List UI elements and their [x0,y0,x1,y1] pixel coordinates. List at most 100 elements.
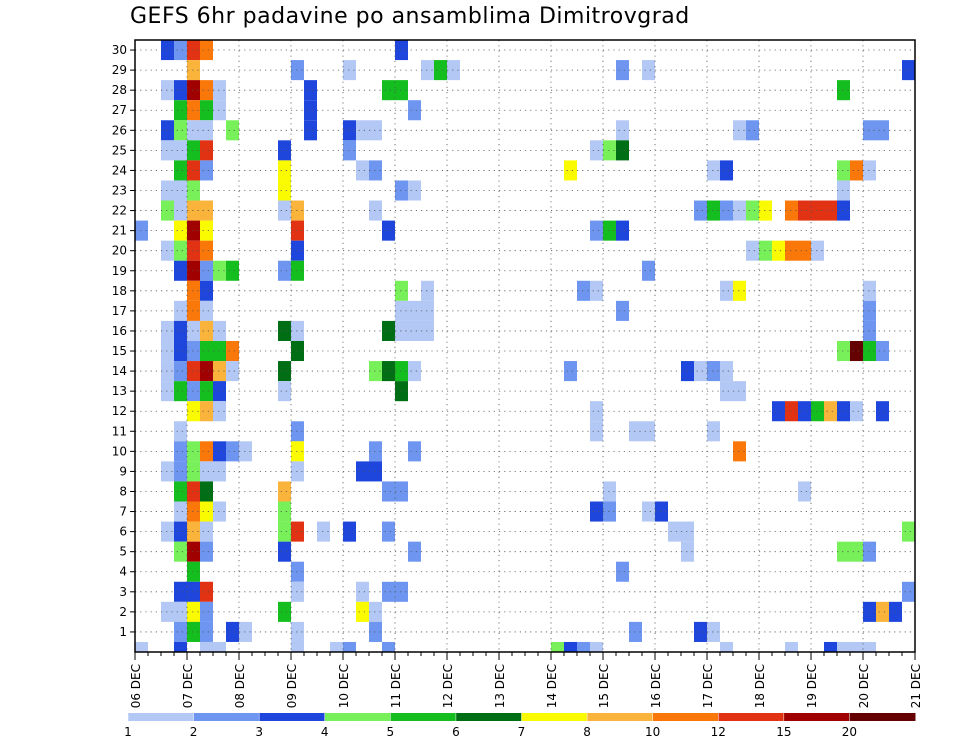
heatmap-cell [408,541,421,562]
heatmap-cells [135,40,915,652]
heatmap-cell [837,641,850,652]
heatmap-cell [304,120,317,141]
heatmap-cell [213,320,226,341]
x-tick-label: 06 DEC [129,664,143,708]
heatmap-cell [291,220,304,241]
heatmap-cell [889,601,902,622]
heatmap-cell [707,160,720,181]
heatmap-cell [343,521,356,542]
heatmap-cell [174,501,187,522]
heatmap-cell [863,320,876,341]
heatmap-cell [161,320,174,341]
y-axis: 1234567891011121314151617181920212223242… [112,43,135,639]
heatmap-cell [421,280,434,301]
heatmap-cell [291,200,304,221]
heatmap-cell [187,381,200,402]
heatmap-cell [694,200,707,221]
heatmap-cell [187,581,200,602]
heatmap-cell [174,240,187,261]
heatmap-cell [174,521,187,542]
heatmap-cell [174,361,187,382]
y-tick-label: 12 [112,404,127,418]
heatmap-cell [226,260,239,281]
y-tick-label: 9 [119,464,127,478]
heatmap-cell [200,40,213,61]
y-tick-label: 1 [119,625,127,639]
heatmap-cell [187,40,200,61]
heatmap-cell [213,260,226,281]
y-tick-label: 8 [119,484,127,498]
heatmap-cell [200,481,213,502]
heatmap-cell [746,200,759,221]
heatmap-cell [863,280,876,301]
heatmap-cell [603,481,616,502]
heatmap-cell [850,340,863,362]
heatmap-cell [863,541,876,562]
heatmap-cell [291,621,304,642]
heatmap-cell [174,481,187,502]
heatmap-cell [213,501,226,522]
y-tick-label: 13 [112,384,127,398]
heatmap-cell [291,60,304,81]
heatmap-cell [187,140,200,161]
heatmap-cell [616,140,629,161]
heatmap-cell [382,581,395,602]
heatmap-cell [187,180,200,201]
heatmap-cell [187,280,200,301]
x-tick-label: 16 DEC [649,664,663,708]
heatmap-cell [187,100,200,121]
heatmap-cell [551,641,564,652]
heatmap-cell [772,401,785,422]
legend-label: 2 [190,725,198,739]
heatmap-cell [447,60,460,81]
heatmap-cell [642,421,655,442]
heatmap-cell [382,220,395,241]
y-tick-label: 2 [119,605,127,619]
heatmap-cell [733,381,746,402]
heatmap-cell [174,180,187,201]
heatmap-cell [408,441,421,462]
legend-label: 5 [387,725,395,739]
heatmap-cell [811,240,824,261]
legend-label: 15 [776,725,791,739]
y-tick-label: 4 [119,565,127,579]
heatmap-cell [278,260,291,281]
heatmap-cell [395,280,408,301]
heatmap-cell [187,481,200,502]
heatmap-cell [356,601,369,622]
heatmap-cell [174,80,187,101]
y-tick-label: 23 [112,183,127,197]
heatmap-cell [161,601,174,622]
y-tick-label: 18 [112,284,127,298]
legend-swatch [324,713,391,721]
heatmap-cell [902,581,915,602]
heatmap-cell [278,481,291,502]
heatmap-cell [850,541,863,562]
heatmap-cell [616,60,629,81]
heatmap-cell [642,501,655,522]
heatmap-cell [395,320,408,341]
heatmap-cell [200,160,213,181]
heatmap-cell [226,340,239,362]
heatmap-cell [187,340,200,362]
heatmap-cell [161,521,174,542]
heatmap-cell [291,441,304,462]
x-tick-label: 20 DEC [857,664,871,708]
heatmap-cell [785,401,798,422]
heatmap-cell [642,60,655,81]
heatmap-cell [304,100,317,121]
heatmap-cell [603,501,616,522]
heatmap-cell [603,140,616,161]
heatmap-cell [200,260,213,281]
heatmap-cell [395,300,408,321]
heatmap-cell [343,641,356,652]
heatmap-cell [213,401,226,422]
heatmap-cell [733,200,746,221]
heatmap-cell [291,561,304,582]
heatmap-cell [278,160,291,181]
heatmap-cell [863,160,876,181]
heatmap-cell [564,361,577,382]
heatmap-cell [720,361,733,382]
legend-label: 4 [321,725,329,739]
heatmap-cell [226,361,239,382]
